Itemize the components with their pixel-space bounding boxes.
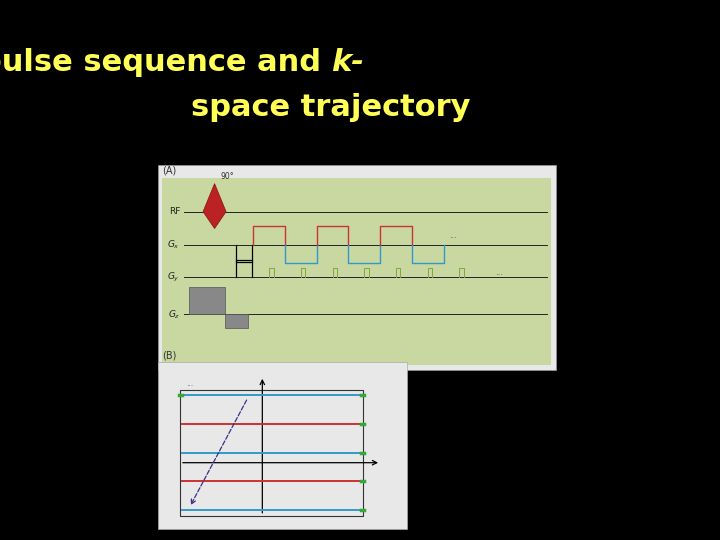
Bar: [189, 287, 225, 314]
Text: $G_z$: $G_z$: [168, 308, 180, 321]
Text: 90°: 90°: [220, 172, 234, 181]
Text: $G_x$: $G_x$: [167, 238, 180, 251]
Text: (A): (A): [162, 165, 176, 176]
Text: ...: ...: [449, 231, 457, 240]
Text: RF: RF: [168, 207, 180, 216]
Text: EPI pulse sequence and: EPI pulse sequence and: [0, 48, 331, 77]
Text: space trajectory: space trajectory: [192, 93, 471, 123]
Bar: [225, 314, 248, 328]
Bar: [162, 178, 551, 364]
Text: ...: ...: [186, 380, 193, 388]
Text: $G_y$: $G_y$: [167, 271, 180, 284]
Text: (B): (B): [162, 350, 176, 360]
Bar: [158, 362, 407, 529]
Bar: [158, 165, 556, 370]
Bar: [180, 389, 363, 516]
Text: k-: k-: [331, 48, 364, 77]
Text: ...: ...: [495, 268, 503, 277]
Polygon shape: [203, 184, 226, 228]
